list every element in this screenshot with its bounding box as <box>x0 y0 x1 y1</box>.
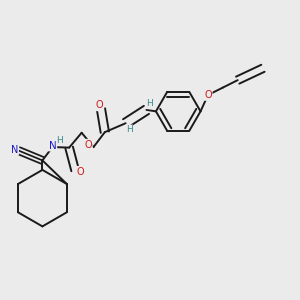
Text: H: H <box>126 125 133 134</box>
Text: O: O <box>84 140 92 150</box>
Text: N: N <box>49 140 56 151</box>
Text: O: O <box>76 167 84 177</box>
Text: H: H <box>147 99 153 108</box>
Text: O: O <box>96 100 103 110</box>
Text: H: H <box>57 136 63 145</box>
Text: N: N <box>11 145 18 155</box>
Text: O: O <box>204 90 212 100</box>
